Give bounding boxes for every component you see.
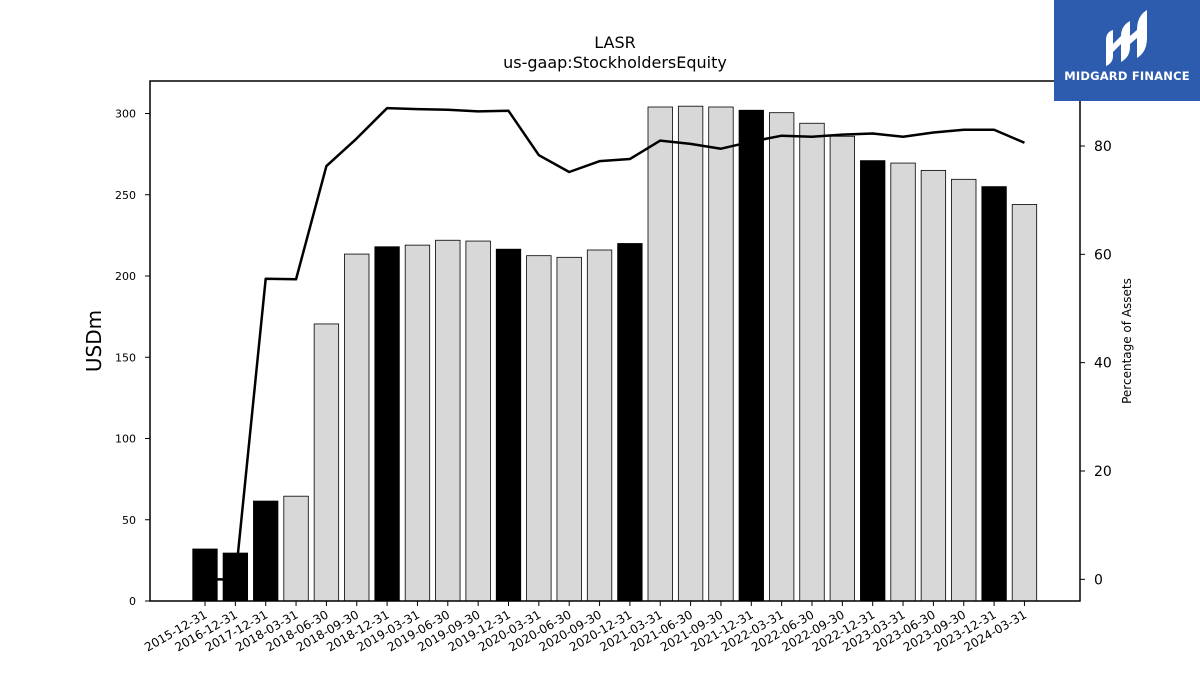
midgard-finance-logo: MIDGARD FINANCE [1054, 0, 1200, 101]
y2-tick-label: 0 [1094, 572, 1103, 588]
bar-2022-03-31 [769, 112, 795, 602]
left-axis: 0 50 100 150 200 250 300 [115, 108, 150, 608]
bar-2017-12-31 [253, 500, 279, 602]
percentage-of-assets-line [205, 106, 1025, 581]
y-tick-label: 150 [115, 351, 136, 364]
y-tick-label: 50 [122, 514, 136, 527]
y-axis-label: USDm [82, 309, 106, 373]
bar-2018-06-30 [313, 323, 340, 602]
chart-subtitle: us-gaap:StockholdersEquity [503, 53, 727, 72]
bar-2020-09-30 [586, 249, 613, 602]
bar-2021-03-31 [647, 106, 673, 602]
y-tick-label: 0 [129, 595, 136, 608]
bar-2020-06-30 [556, 256, 582, 602]
right-axis: 0 20 40 60 80 [1080, 139, 1112, 588]
bar-2021-09-30 [708, 106, 734, 602]
y2-tick-label: 40 [1094, 356, 1112, 372]
bar-2022-06-30 [799, 122, 825, 602]
y2-tick-label: 60 [1094, 247, 1112, 263]
bar-2022-12-31 [860, 160, 886, 602]
logo-mark-icon [1106, 10, 1147, 66]
bar-2021-12-31 [738, 109, 764, 602]
bar-2019-09-30 [465, 240, 491, 602]
bar-2018-09-30 [344, 253, 370, 602]
bar-2015-12-31 [192, 548, 218, 602]
bar-2019-03-31 [404, 244, 431, 602]
y-tick-label: 100 [115, 433, 136, 446]
x-axis: 2015-12-312016-12-312017-12-312018-03-31… [142, 601, 1029, 654]
bar-series [192, 105, 1038, 602]
logo-text: MIDGARD FINANCE [1064, 69, 1190, 83]
y-tick-label: 200 [115, 270, 136, 283]
bar-2023-06-30 [920, 169, 947, 602]
bar-2021-06-30 [677, 105, 704, 602]
bar-2020-12-31 [617, 243, 643, 602]
line-series [205, 106, 1025, 581]
chart-title: LASR [594, 33, 636, 52]
bar-2019-06-30 [435, 239, 461, 602]
y-tick-label: 250 [115, 189, 136, 202]
plot-frame [149, 80, 1081, 602]
bar-2018-03-31 [283, 495, 309, 602]
y2-tick-label: 80 [1094, 139, 1112, 155]
bar-2023-03-31 [890, 162, 916, 602]
y2-tick-label: 20 [1094, 464, 1112, 480]
bar-2024-03-31 [1011, 204, 1038, 602]
bar-2023-09-30 [951, 178, 977, 602]
bar-2020-03-31 [526, 255, 552, 602]
bar-2019-12-31 [495, 248, 522, 602]
bar-2023-12-31 [981, 186, 1007, 602]
y2-axis-label: Percentage of Assets [1120, 278, 1134, 404]
y-tick-label: 300 [115, 108, 136, 121]
bar-2018-12-31 [374, 246, 400, 602]
bar-2022-09-30 [829, 135, 855, 602]
